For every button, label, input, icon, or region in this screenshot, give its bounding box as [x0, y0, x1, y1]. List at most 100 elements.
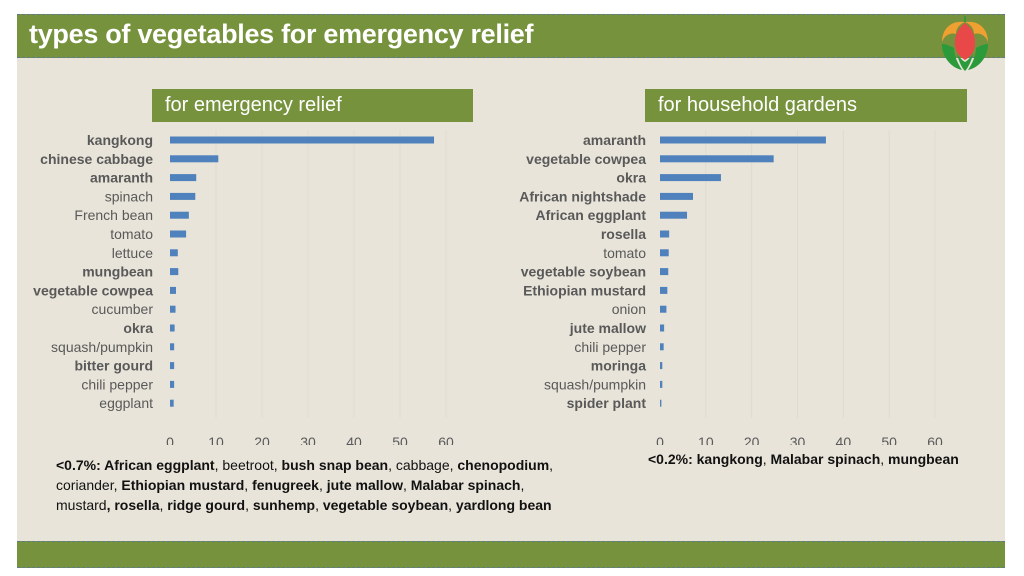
note-fragment: Malabar spinach	[770, 451, 881, 467]
category-label: tomato	[603, 245, 646, 261]
bar	[660, 136, 826, 144]
category-label: French bean	[74, 207, 153, 223]
category-label: squash/pumpkin	[544, 376, 646, 392]
note-fragment: ,	[244, 477, 253, 493]
page-title: types of vegetables for emergency relief	[29, 19, 534, 49]
category-label: kangkong	[87, 132, 153, 148]
panel-header-emergency-relief: for emergency relief	[152, 89, 473, 122]
category-label: vegetable soybean	[521, 264, 646, 280]
note-fragment: <0.7%:	[56, 457, 105, 473]
x-tick-label: 10	[698, 434, 714, 445]
note-fragment: , rosella	[106, 497, 160, 513]
note-fragment: yardlong bean	[455, 497, 552, 513]
x-tick-label: 50	[881, 434, 897, 445]
note-fragment: Ethiopian mustard	[121, 477, 245, 493]
category-label: okra	[616, 170, 646, 186]
category-label: eggplant	[99, 395, 153, 411]
category-label: spinach	[105, 188, 153, 204]
bar	[660, 155, 774, 163]
note-fragment: , beetroot,	[214, 457, 282, 473]
category-label: jute mallow	[569, 320, 646, 336]
emergency-relief-chart: 0 10 20 30 40 50 60 kangkong chinese cabbage amar…	[33, 130, 454, 445]
category-label: cucumber	[92, 301, 154, 317]
category-label: vegetable cowpea	[526, 151, 646, 167]
x-tick-label: 20	[254, 434, 270, 445]
x-tick-label: 40	[836, 434, 852, 445]
note-fragment: , coriander,	[56, 457, 554, 493]
note-fragment: mungbean	[888, 451, 959, 467]
bar	[170, 268, 179, 276]
bar	[170, 249, 178, 257]
category-label: squash/pumpkin	[51, 339, 153, 355]
bar	[660, 192, 693, 200]
category-label: vegetable cowpea	[33, 282, 153, 298]
note-fragment: ridge gourd	[167, 497, 246, 513]
title-bar: types of vegetables for emergency relief	[17, 14, 1005, 58]
household-gardens-chart: 0 10 20 30 40 50 60 amaranth vegetable cowpea okr…	[519, 130, 943, 445]
bar	[170, 211, 189, 219]
x-tick-label: 10	[208, 434, 224, 445]
note-fragment: jute mallow	[326, 477, 403, 493]
bar	[660, 249, 669, 257]
note-fragment: ,	[315, 497, 323, 513]
x-tick-label: 30	[790, 434, 806, 445]
category-label: lettuce	[112, 245, 153, 261]
note-fragment: ,	[318, 477, 327, 493]
category-label: African nightshade	[519, 188, 646, 204]
category-label: moringa	[591, 358, 646, 374]
bar	[660, 399, 662, 407]
category-label: amaranth	[583, 132, 646, 148]
bar	[660, 362, 663, 370]
note-fragment: ,	[245, 497, 253, 513]
category-label: chinese cabbage	[40, 151, 153, 167]
note-fragment: African eggplant	[104, 457, 215, 473]
bar	[170, 230, 187, 238]
category-label: African eggplant	[536, 207, 647, 223]
bar	[660, 174, 721, 182]
note-fragment: , cabbage,	[388, 457, 458, 473]
bar	[170, 362, 175, 370]
category-label: chili pepper	[81, 376, 153, 392]
note-fragment: bush snap bean	[281, 457, 389, 473]
category-label: amaranth	[90, 170, 153, 186]
x-tick-label: 30	[300, 434, 316, 445]
bar	[170, 305, 176, 313]
category-label: spider plant	[567, 395, 647, 411]
footnote-household-gardens: <0.2%: kangkong, Malabar spinach, mungbe…	[648, 449, 1018, 469]
bar	[660, 380, 663, 388]
category-label: okra	[123, 320, 153, 336]
note-fragment: , mustard	[56, 477, 525, 513]
x-tick-label: 60	[927, 434, 943, 445]
bar	[660, 343, 664, 351]
bar	[170, 343, 175, 351]
note-fragment: ,	[880, 451, 889, 467]
note-fragment: ,	[159, 497, 168, 513]
note-fragment: vegetable soybean	[322, 497, 449, 513]
category-label: onion	[612, 301, 646, 317]
bar	[660, 230, 670, 238]
bar	[660, 286, 668, 294]
bar	[170, 174, 197, 182]
x-tick-label: 0	[166, 434, 174, 445]
bar	[170, 286, 176, 294]
x-tick-label: 40	[346, 434, 362, 445]
bar	[660, 211, 688, 219]
category-label: chili pepper	[574, 339, 646, 355]
bar	[660, 305, 667, 313]
note-fragment: fenugreek	[252, 477, 319, 493]
category-label: bitter gourd	[74, 358, 153, 374]
note-fragment: ,	[762, 451, 771, 467]
category-label: Ethiopian mustard	[523, 282, 646, 298]
note-fragment: Malabar spinach	[410, 477, 521, 493]
x-tick-label: 50	[392, 434, 408, 445]
panel-header-household-gardens: for household gardens	[645, 89, 967, 122]
bar	[170, 399, 174, 407]
note-fragment: ,	[403, 477, 411, 493]
category-label: mungbean	[82, 264, 153, 280]
category-label: rosella	[601, 226, 646, 242]
note-fragment: sunhemp	[252, 497, 316, 513]
bar	[660, 324, 665, 332]
note-fragment: chenopodium	[457, 457, 550, 473]
flower-logo-icon	[942, 16, 988, 71]
footer-bar	[17, 541, 1005, 568]
